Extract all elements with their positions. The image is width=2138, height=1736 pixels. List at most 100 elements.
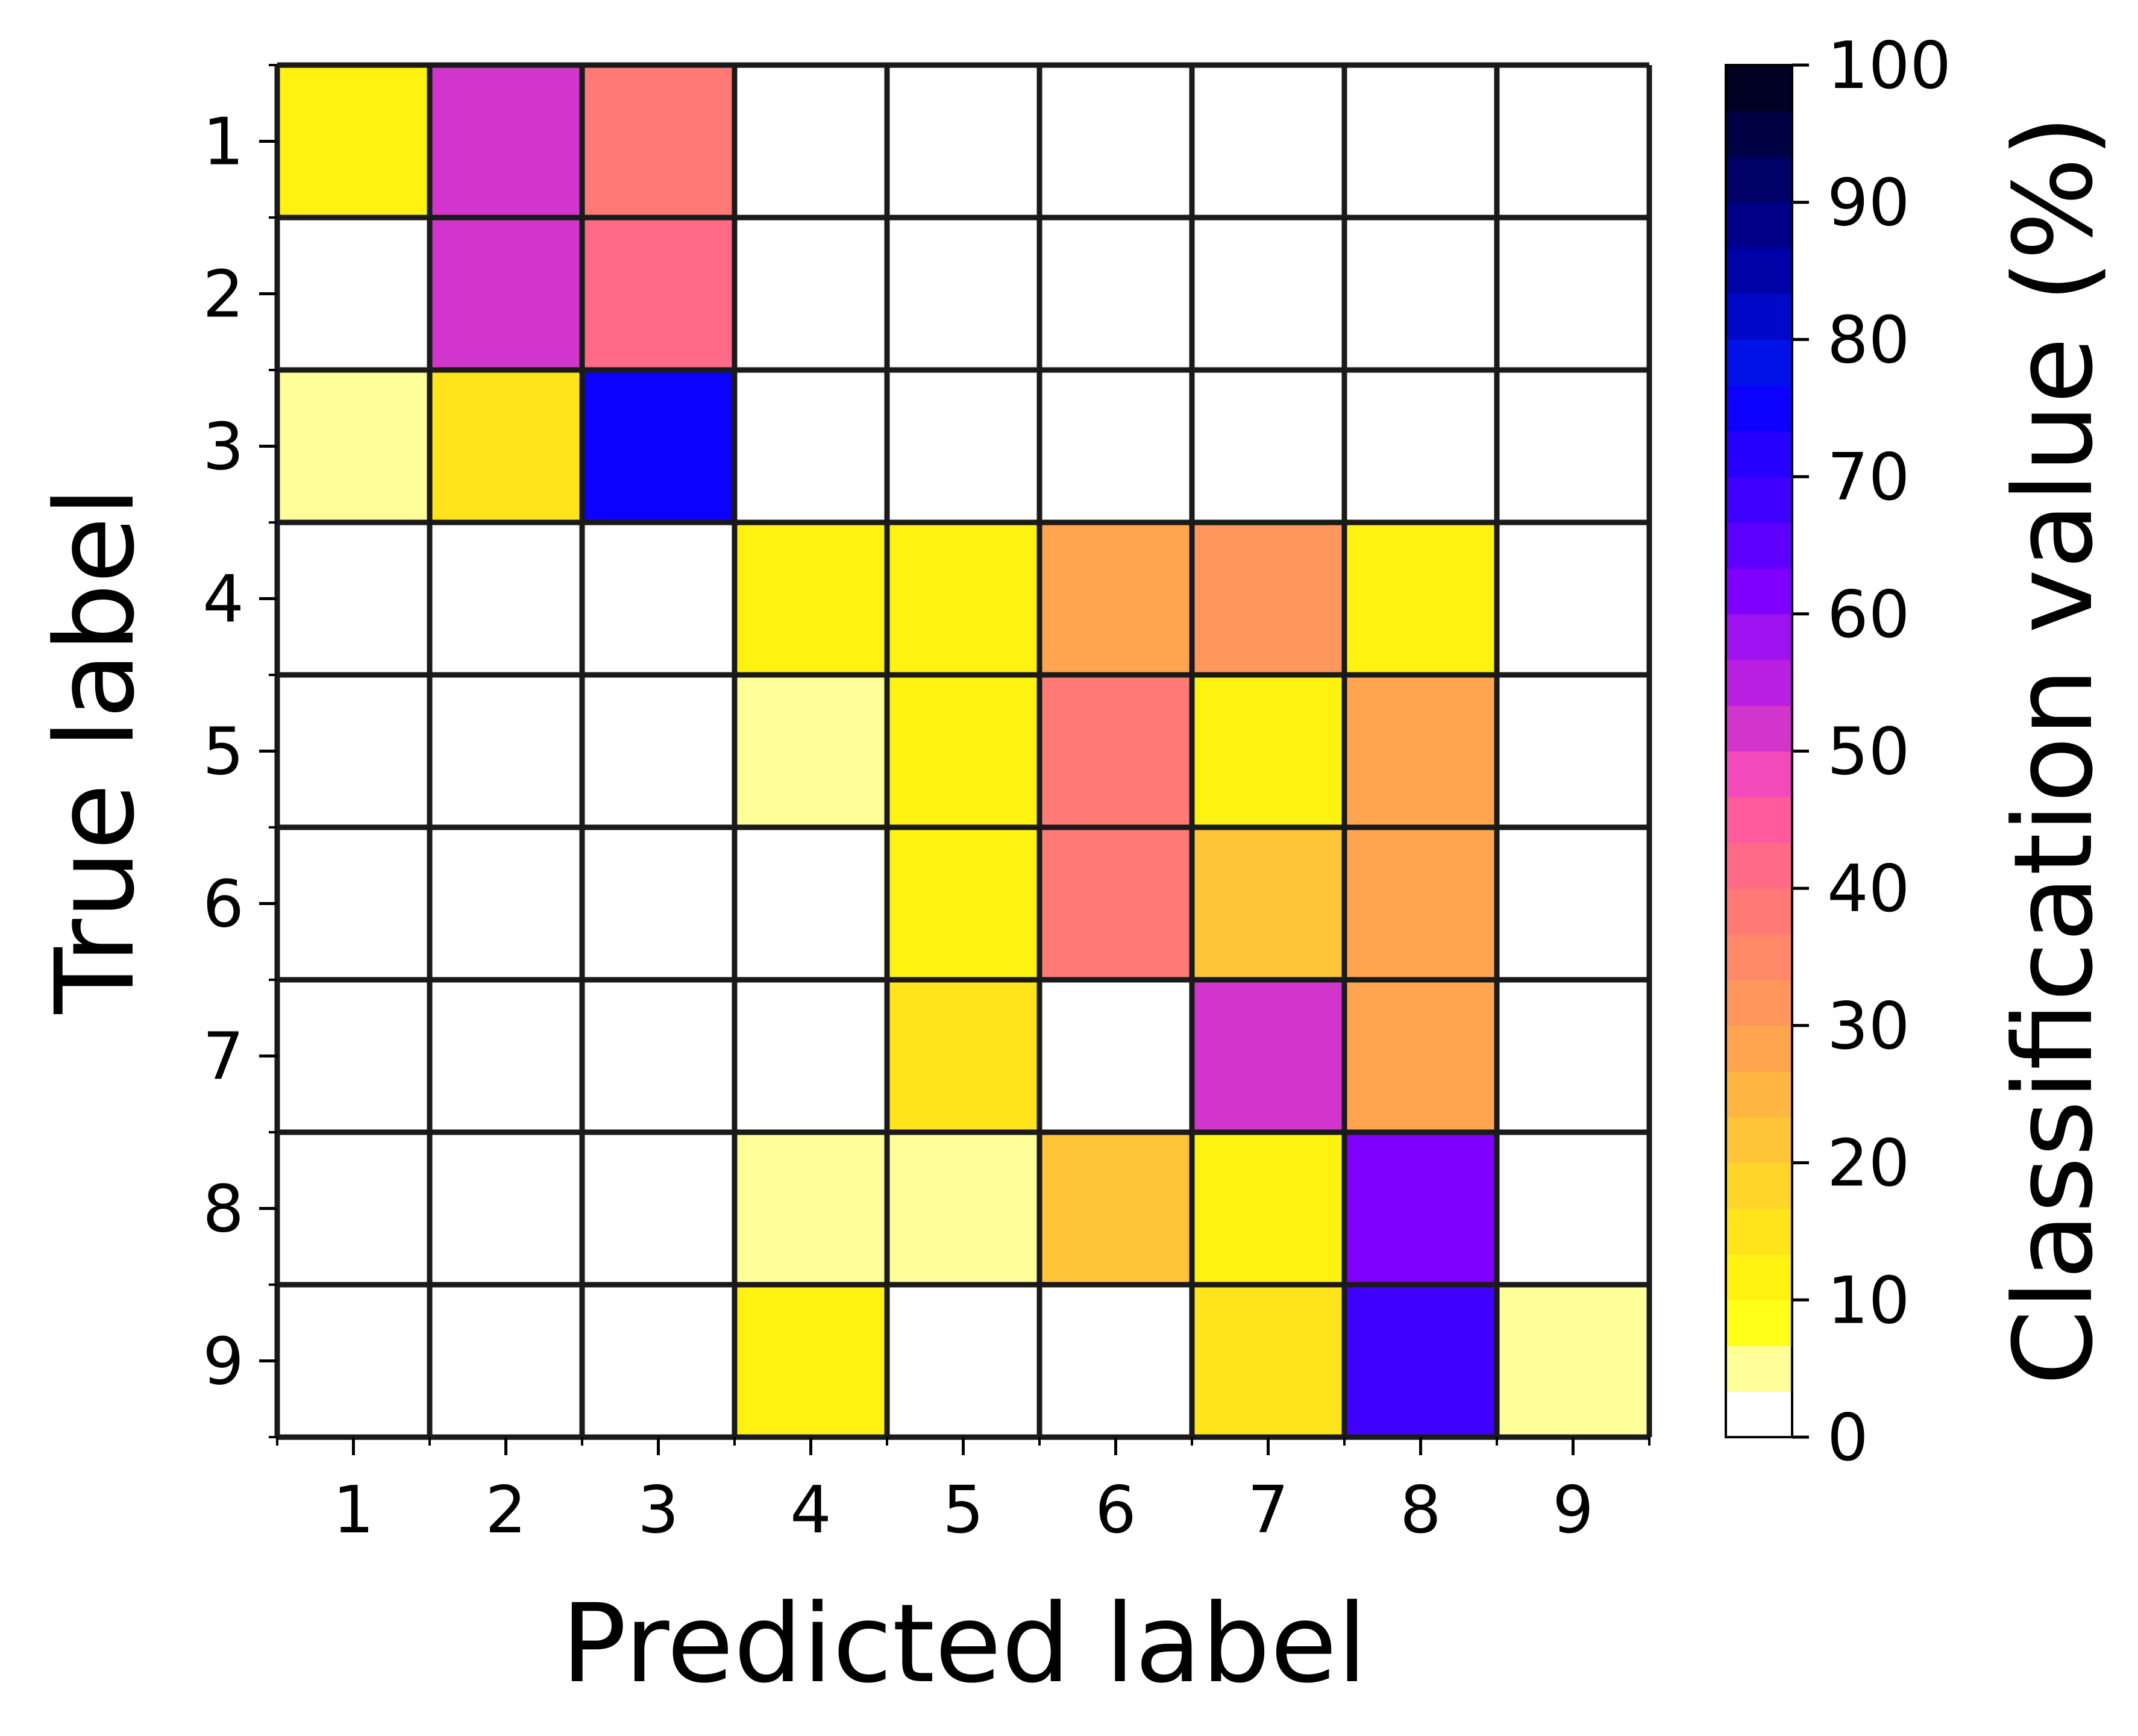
heatmap-cell-r8-c9 — [1497, 1132, 1649, 1285]
heatmap-cell-r2-c1 — [277, 218, 430, 370]
heatmap-cell-r6-c1 — [277, 827, 430, 980]
heatmap-cell-r9-c4 — [735, 1285, 887, 1437]
heatmap-cell-r8-c3 — [582, 1132, 735, 1285]
heatmap-cell-r9-c6 — [1039, 1285, 1192, 1437]
colorbar-segment — [1726, 751, 1792, 797]
x-tick-label: 7 — [1247, 1473, 1289, 1548]
heatmap-cell-r7-c7 — [1192, 980, 1344, 1132]
colorbar-tick-label: 50 — [1827, 715, 1910, 790]
heatmap-cell-r3-c8 — [1344, 370, 1497, 522]
heatmap-cell-r7-c6 — [1039, 980, 1192, 1132]
x-tick-label: 3 — [638, 1473, 679, 1548]
heatmap-cell-r3-c7 — [1192, 370, 1344, 522]
heatmap-cell-r2-c6 — [1039, 218, 1192, 370]
heatmap-cell-r1-c3 — [582, 65, 735, 218]
colorbar-tick-label: 30 — [1827, 989, 1910, 1064]
colorbar-segment — [1726, 705, 1792, 752]
heatmap-cell-r6-c2 — [430, 827, 582, 980]
heatmap-cell-r3-c4 — [735, 370, 887, 522]
colorbar-segment — [1726, 842, 1792, 889]
heatmap-cell-r3-c5 — [887, 370, 1039, 522]
colorbar-segment — [1726, 1162, 1792, 1209]
heatmap-cell-r1-c4 — [735, 65, 887, 218]
heatmap-cell-r9-c5 — [887, 1285, 1039, 1437]
heatmap-cell-r4-c2 — [430, 522, 582, 675]
x-tick-label: 6 — [1095, 1473, 1136, 1548]
y-tick-label: 3 — [202, 410, 244, 485]
heatmap-cell-r2-c3 — [582, 218, 735, 370]
colorbar-segment — [1726, 339, 1792, 386]
colorbar-segment — [1726, 522, 1792, 569]
colorbar-segment — [1726, 248, 1792, 295]
heatmap-cell-r8-c5 — [887, 1132, 1039, 1285]
heatmap-cell-r3-c1 — [277, 370, 430, 522]
colorbar-tick-label: 0 — [1827, 1400, 1869, 1476]
heatmap-cell-r1-c2 — [430, 65, 582, 218]
heatmap-cell-r9-c8 — [1344, 1285, 1497, 1437]
heatmap-cell-r1-c9 — [1497, 65, 1649, 218]
heatmap-cell-r5-c3 — [582, 675, 735, 827]
colorbar-tick-label: 20 — [1827, 1126, 1910, 1202]
colorbar: 0 10 20 30 40 50 60 70 80 90 100 — [1725, 28, 1951, 1476]
colorbar-segment — [1726, 888, 1792, 935]
heatmap-cell-r5-c8 — [1344, 675, 1497, 827]
heatmap-cell-r2-c8 — [1344, 218, 1497, 370]
heatmap-cell-r5-c7 — [1192, 675, 1344, 827]
y-tick-label: 6 — [202, 867, 244, 942]
heatmap-cell-r9-c9 — [1497, 1285, 1649, 1437]
heatmap-cell-r5-c1 — [277, 675, 430, 827]
colorbar-tick-label: 10 — [1827, 1263, 1910, 1338]
y-tick-label: 9 — [202, 1324, 244, 1400]
heatmap-cell-r1-c5 — [887, 65, 1039, 218]
x-tick-label: 5 — [942, 1473, 984, 1548]
heatmap-cell-r6-c5 — [887, 827, 1039, 980]
heatmap-cell-r6-c8 — [1344, 827, 1497, 980]
heatmap-cell-r9-c1 — [277, 1285, 430, 1437]
heatmap-cell-r8-c1 — [277, 1132, 430, 1285]
colorbar-segment — [1726, 1391, 1792, 1438]
heatmap-cell-r4-c6 — [1039, 522, 1192, 675]
heatmap-cell-r7-c9 — [1497, 980, 1649, 1132]
colorbar-segment — [1726, 659, 1792, 706]
heatmap-cell-r6-c7 — [1192, 827, 1344, 980]
colorbar-segment — [1726, 1300, 1792, 1346]
colorbar-tick-label: 100 — [1827, 28, 1951, 104]
heatmap-cell-r1-c1 — [277, 65, 430, 218]
heatmap-cell-r4-c4 — [735, 522, 887, 675]
y-tick-label: 5 — [202, 715, 244, 790]
colorbar-segment — [1726, 202, 1792, 249]
x-tick-label: 4 — [790, 1473, 832, 1548]
heatmap-cell-r9-c7 — [1192, 1285, 1344, 1437]
heatmap-cell-r6-c4 — [735, 827, 887, 980]
colorbar-segment — [1726, 568, 1792, 615]
heatmap-cell-r4-c8 — [1344, 522, 1497, 675]
x-tick-label: 1 — [333, 1473, 374, 1548]
colorbar-segment — [1726, 431, 1792, 477]
heatmap-cell-r8-c8 — [1344, 1132, 1497, 1285]
heatmap-cell-r1-c6 — [1039, 65, 1192, 218]
colorbar-segment — [1726, 1254, 1792, 1300]
y-tick-label: 7 — [202, 1020, 244, 1095]
colorbar-segment — [1726, 1117, 1792, 1164]
heatmap-cells — [277, 65, 1649, 1437]
heatmap-cell-r3-c2 — [430, 370, 582, 522]
heatmap-cell-r6-c9 — [1497, 827, 1649, 980]
heatmap-cell-r5-c6 — [1039, 675, 1192, 827]
heatmap-cell-r7-c8 — [1344, 980, 1497, 1132]
y-tick-label: 8 — [202, 1172, 244, 1247]
heatmap-cell-r5-c5 — [887, 675, 1039, 827]
colorbar-segment — [1726, 293, 1792, 340]
colorbar-segment — [1726, 934, 1792, 980]
x-tick-label: 8 — [1400, 1473, 1441, 1548]
colorbar-segment — [1726, 1025, 1792, 1072]
heatmap-cell-r3-c3 — [582, 370, 735, 522]
heatmap-cell-r7-c5 — [887, 980, 1039, 1132]
heatmap-cell-r2-c7 — [1192, 218, 1344, 370]
heatmap-cell-r6-c3 — [582, 827, 735, 980]
colorbar-segment — [1726, 1346, 1792, 1392]
heatmap-cell-r9-c3 — [582, 1285, 735, 1437]
heatmap-cell-r2-c5 — [887, 218, 1039, 370]
heatmap-cell-r4-c3 — [582, 522, 735, 675]
x-tick-label: 9 — [1552, 1473, 1594, 1548]
heatmap-cell-r2-c9 — [1497, 218, 1649, 370]
